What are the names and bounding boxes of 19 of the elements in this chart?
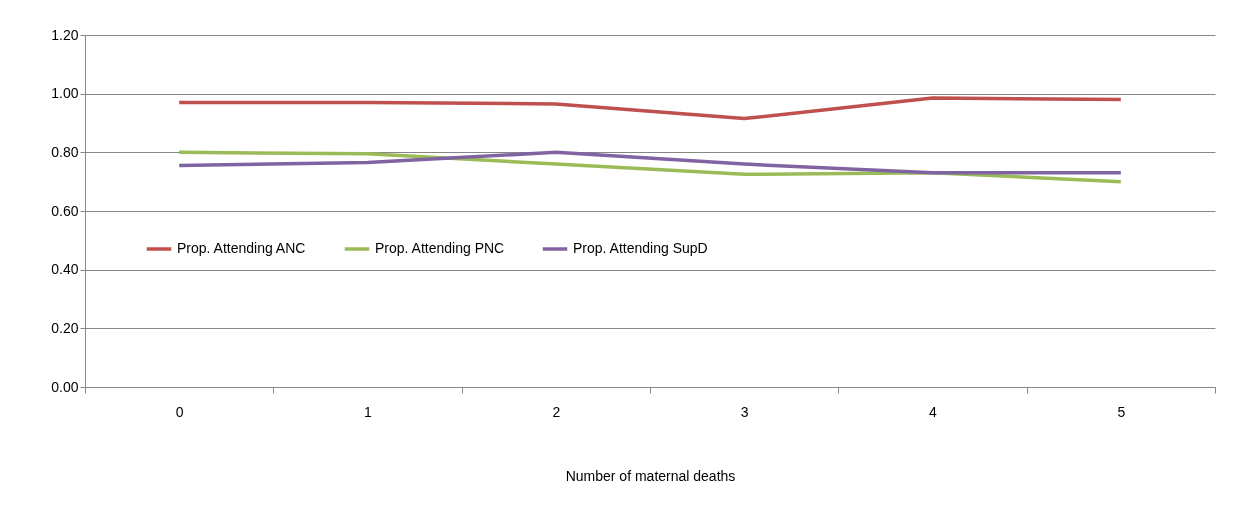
y-tick-label: 0.20 bbox=[51, 319, 79, 336]
y-tick-label: 0.40 bbox=[51, 261, 79, 278]
line-series bbox=[177, 150, 1123, 175]
x-tick-label: 3 bbox=[740, 403, 749, 420]
line-series bbox=[177, 96, 1123, 121]
x-tick-label: 1 bbox=[364, 403, 373, 420]
legend-label: Prop. Attending SupD bbox=[573, 240, 708, 256]
y-tick-label: 1.20 bbox=[51, 26, 79, 43]
x-tick-label: 4 bbox=[929, 403, 938, 420]
y-tick-label: 0.60 bbox=[51, 202, 79, 219]
y-tick-label: 1.00 bbox=[51, 85, 79, 102]
legend-label: Prop. Attending PNC bbox=[375, 240, 505, 256]
x-tick-label: 0 bbox=[175, 403, 184, 420]
y-tick-label: 0.80 bbox=[51, 143, 79, 160]
legend-label: Prop. Attending ANC bbox=[177, 240, 306, 256]
x-axis-title: Number of maternal deaths bbox=[565, 467, 736, 484]
y-tick-label: 0.00 bbox=[51, 378, 79, 395]
x-tick-label: 5 bbox=[1117, 403, 1126, 420]
x-tick-label: 2 bbox=[552, 403, 561, 420]
